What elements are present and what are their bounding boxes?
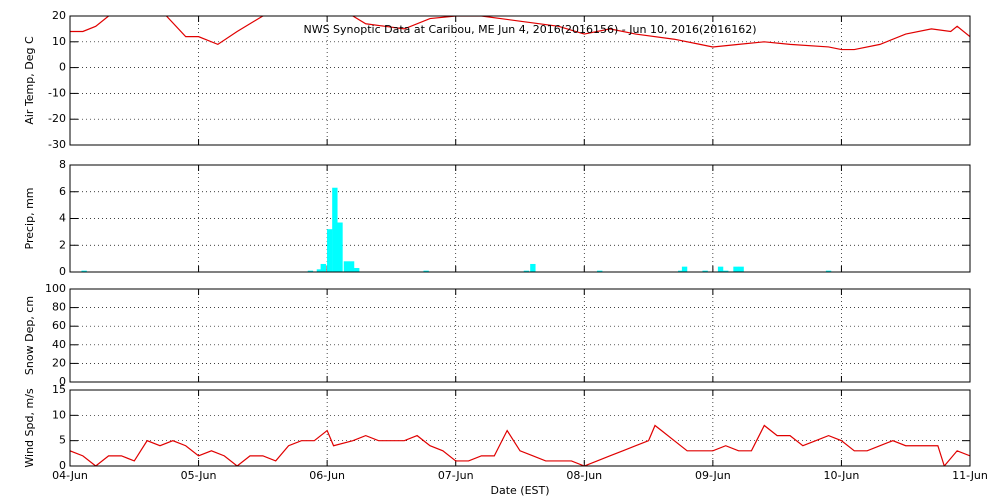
y-tick-label: 10 xyxy=(52,35,66,48)
bar xyxy=(337,222,343,272)
x-tick-label: 05-Jun xyxy=(181,469,217,482)
y-axis-label: Air Temp, Deg C xyxy=(23,36,36,125)
chart-title: NWS Synoptic Data at Caribou, ME Jun 4, … xyxy=(303,23,756,36)
y-tick-label: 0 xyxy=(59,61,66,74)
y-tick-label: 0 xyxy=(59,459,66,472)
data-line xyxy=(70,424,970,466)
bar xyxy=(354,267,360,272)
bar xyxy=(523,270,530,272)
axis-frame xyxy=(69,15,971,146)
x-axis-label: Date (EST) xyxy=(490,484,549,497)
y-tick-label: 15 xyxy=(52,383,66,396)
bar xyxy=(332,187,338,272)
x-tick-label: 08-Jun xyxy=(566,469,602,482)
y-axis-label: Wind Spd, m/s xyxy=(23,388,36,468)
bar xyxy=(597,270,603,272)
axis-frame xyxy=(69,389,971,467)
y-tick-label: -30 xyxy=(48,138,66,151)
bar xyxy=(678,270,684,272)
bar xyxy=(717,266,724,272)
y-tick-label: 60 xyxy=(52,319,66,332)
y-tick-label: 4 xyxy=(59,212,66,225)
plot-area xyxy=(81,187,832,272)
y-tick-label: 0 xyxy=(59,375,66,388)
y-tick-label: 2 xyxy=(59,238,66,251)
x-tick-label: 07-Jun xyxy=(438,469,474,482)
y-tick-label: -20 xyxy=(48,112,66,125)
axis-frame xyxy=(69,164,971,273)
x-tick-label: 06-Jun xyxy=(309,469,345,482)
y-axis-label: Precip, mm xyxy=(23,188,36,250)
y-tick-label: 10 xyxy=(52,408,66,421)
data-line xyxy=(70,16,970,51)
x-tick-label: 11-Jun xyxy=(952,469,988,482)
y-tick-label: -10 xyxy=(48,86,66,99)
x-tick-label: 04-Jun xyxy=(52,469,88,482)
y-tick-label: 100 xyxy=(45,282,66,295)
bar xyxy=(343,261,350,272)
y-axis-label: Snow Dep, cm xyxy=(23,296,36,375)
bar xyxy=(81,270,87,272)
y-tick-label: 20 xyxy=(52,356,66,369)
y-tick-label: 0 xyxy=(59,265,66,278)
y-tick-label: 80 xyxy=(52,301,66,314)
bar xyxy=(327,229,333,272)
y-tick-label: 40 xyxy=(52,338,66,351)
bar xyxy=(348,261,355,272)
y-tick-label: 8 xyxy=(59,158,66,171)
x-tick-label: 09-Jun xyxy=(695,469,731,482)
bar xyxy=(723,270,729,272)
bar xyxy=(320,263,326,272)
y-tick-label: 6 xyxy=(59,185,66,198)
axis-frame xyxy=(69,288,971,383)
bar xyxy=(316,269,323,272)
y-tick-label: 5 xyxy=(59,434,66,447)
bar xyxy=(681,266,688,272)
bar xyxy=(825,270,832,272)
x-tick-label: 10-Jun xyxy=(824,469,860,482)
bar xyxy=(738,266,744,272)
bar xyxy=(423,270,429,272)
plot-area xyxy=(70,424,970,466)
bar xyxy=(530,263,536,272)
bar xyxy=(733,266,739,272)
bar xyxy=(702,270,708,272)
bar xyxy=(307,270,314,272)
y-tick-label: 20 xyxy=(52,9,66,22)
plot-area xyxy=(70,16,970,51)
